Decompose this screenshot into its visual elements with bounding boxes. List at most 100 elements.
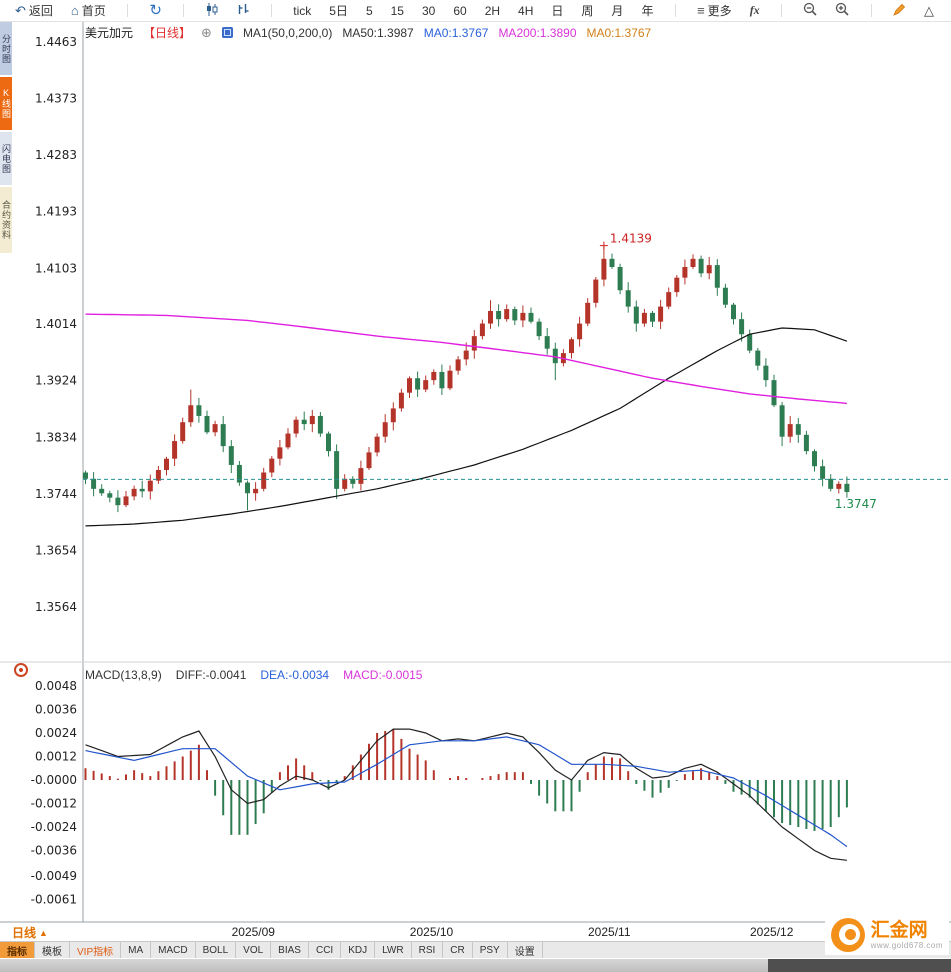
tab-macd[interactable]: MACD — [151, 942, 196, 958]
pencil-icon — [893, 3, 906, 19]
tab-time-chart[interactable]: 分时图 — [0, 22, 12, 75]
toolbar-item-label: 60 — [453, 3, 467, 18]
toolbar-group — [794, 0, 858, 22]
tab-rsi[interactable]: RSI — [412, 942, 444, 958]
period-30-button[interactable]: 30 — [413, 0, 444, 22]
period-week-button[interactable]: 周 — [572, 0, 602, 22]
add-indicator-icon[interactable]: ⊕ — [201, 24, 212, 40]
period-2h-button[interactable]: 2H — [476, 0, 509, 22]
svg-text:1.4283: 1.4283 — [35, 148, 77, 162]
zoom-out-button[interactable] — [794, 0, 826, 22]
diff-line — [85, 728, 847, 861]
tab-boll[interactable]: BOLL — [196, 942, 237, 958]
horizontal-scrollbar[interactable] — [0, 959, 951, 972]
triangle-icon: △ — [923, 2, 934, 18]
toolbar-item-label: fx — [749, 3, 760, 17]
period-year-button[interactable]: 年 — [632, 0, 662, 22]
svg-text:-0.0000: -0.0000 — [31, 773, 77, 787]
dea-line — [85, 736, 848, 848]
period-month-button[interactable]: 月 — [602, 0, 632, 22]
menu-icon: ≡ — [697, 2, 705, 18]
tab-vip-indicator[interactable]: VIP指标 — [70, 942, 122, 958]
svg-text:0.0012: 0.0012 — [35, 750, 77, 764]
tab-lwr[interactable]: LWR — [375, 942, 412, 958]
svg-text:-0.0012: -0.0012 — [31, 797, 77, 811]
home-icon: ⌂ — [70, 2, 79, 18]
toolbar-item-label: 月 — [611, 4, 624, 18]
fx-button[interactable]: fx — [741, 0, 769, 22]
toolbar-item-label: 5 — [365, 3, 373, 18]
toolbar-group: tick 5日 5 15 30 60 2H 4H 日 周 月 年 — [284, 0, 662, 22]
tab-settings[interactable]: 设置 — [508, 942, 543, 958]
candles-layer — [83, 245, 850, 513]
ma-settings-icon[interactable] — [221, 27, 233, 38]
period-tick-button[interactable]: tick — [284, 0, 320, 22]
toolbar-item-label: 年 — [641, 4, 654, 18]
svg-text:1.4193: 1.4193 — [35, 205, 77, 219]
period-5-button[interactable]: 5 — [357, 0, 382, 22]
toolbar-item-label: 30 — [421, 3, 436, 18]
period-label: 【日线】 — [143, 26, 192, 40]
toolbar-item-label: 日 — [551, 4, 564, 18]
zoomin-icon — [835, 2, 849, 19]
period-day-button[interactable]: 日 — [542, 0, 572, 22]
candlestick-type-button[interactable] — [197, 0, 228, 22]
tab-indicator[interactable]: 指标 — [0, 942, 35, 958]
ma0-value-orange: MA0:1.3767 — [586, 25, 652, 40]
indicator-tab-bar: 指标 模板 VIP指标 MA MACD BOLL VOL BIAS CCI KDJ LWR RSI CR… — [0, 941, 951, 958]
zoom-in-button[interactable] — [826, 0, 858, 22]
tab-psy[interactable]: PSY — [473, 942, 508, 958]
top-toolbar: ↶ 返回 ⌂ 首页 ↻ tick 5日 5 15 30 60 2H 4H 日 周 月 年 ≡ 更多 fx △ — [0, 0, 951, 22]
tab-lightning-chart[interactable]: 闪电图 — [0, 132, 12, 185]
draw-button[interactable] — [884, 0, 915, 22]
home-button[interactable]: ⌂ 首页 — [62, 0, 115, 22]
period-selector[interactable]: 日线 ▲ — [12, 924, 48, 941]
chart-type-sidebar: 分时图 K线图闪电图合约资料 — [0, 22, 12, 255]
symbol-name: 美元加元 — [85, 26, 134, 40]
shapes-button[interactable]: △ — [915, 0, 943, 22]
period-5d-button[interactable]: 5日 — [320, 0, 357, 22]
bar-type-button[interactable] — [228, 0, 259, 22]
tab-kline-chart[interactable]: K线图 — [0, 77, 12, 130]
tab-cci[interactable]: CCI — [309, 942, 342, 958]
ma0-value-blue: MA0:1.3767 — [423, 25, 489, 40]
toolbar-divider — [183, 4, 185, 17]
zoomout-icon — [803, 2, 817, 19]
tab-vol[interactable]: VOL — [236, 942, 272, 958]
bars-icon — [237, 3, 250, 19]
ma50-value: MA50:1.3987 — [342, 25, 414, 40]
macd-diff-value: DIFF:-0.0041 — [175, 668, 247, 682]
period-15-button[interactable]: 15 — [382, 0, 413, 22]
toolbar-item-label: 周 — [581, 4, 594, 18]
tab-contract-info[interactable]: 合约资料 — [0, 187, 12, 253]
ma200-line — [85, 313, 847, 405]
tab-ma[interactable]: MA — [121, 942, 152, 958]
x-axis-month-label: 2025/12 — [750, 925, 794, 939]
tab-template[interactable]: 模板 — [35, 942, 70, 958]
toolbar-item-label: tick — [293, 3, 312, 18]
scrollbar-thumb[interactable] — [768, 959, 951, 972]
period-60-button[interactable]: 60 — [444, 0, 475, 22]
svg-text:1.4139: 1.4139 — [610, 232, 652, 246]
refresh-button[interactable]: ↻ — [140, 0, 171, 22]
toolbar-group: ↶ 返回 ⌂ 首页 — [6, 0, 115, 22]
x-axis-month-label: 2025/09 — [231, 925, 275, 939]
refresh-icon: ↻ — [149, 1, 162, 19]
logo-url: www.gold678.com — [870, 940, 943, 950]
svg-text:1.3744: 1.3744 — [35, 487, 77, 501]
svg-text:1.4103: 1.4103 — [35, 261, 77, 275]
back-button[interactable]: ↶ 返回 — [6, 0, 62, 22]
toolbar-group: △ — [884, 0, 943, 22]
period-4h-button[interactable]: 4H — [509, 0, 542, 22]
tab-kdj[interactable]: KDJ — [341, 942, 376, 958]
chart-frame — [0, 22, 951, 923]
toolbar-divider — [781, 4, 782, 17]
tab-cr[interactable]: CR — [443, 942, 473, 958]
tab-bias[interactable]: BIAS — [271, 942, 309, 958]
indicator-settings-icon[interactable] — [14, 663, 28, 677]
svg-text:1.3924: 1.3924 — [35, 374, 77, 388]
svg-text:1.4463: 1.4463 — [35, 35, 77, 49]
more-button[interactable]: ≡ 更多 — [688, 0, 741, 22]
